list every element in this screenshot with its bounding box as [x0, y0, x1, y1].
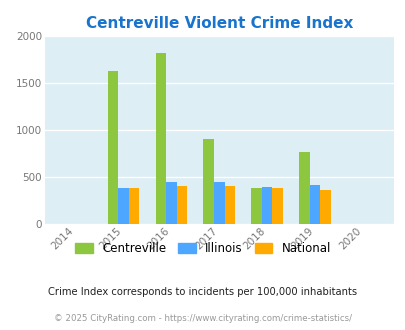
Bar [272, 188, 282, 224]
Legend: Centreville, Illinois, National: Centreville, Illinois, National [70, 237, 335, 260]
Bar [298, 151, 309, 224]
Bar [251, 188, 261, 224]
Bar [155, 53, 166, 224]
Title: Centreville Violent Crime Index: Centreville Violent Crime Index [85, 16, 352, 31]
Text: Crime Index corresponds to incidents per 100,000 inhabitants: Crime Index corresponds to incidents per… [48, 287, 357, 297]
Bar [203, 139, 213, 224]
Bar [224, 186, 234, 224]
Bar [166, 182, 176, 224]
Bar [108, 71, 118, 224]
Bar [309, 185, 320, 224]
Text: © 2025 CityRating.com - https://www.cityrating.com/crime-statistics/: © 2025 CityRating.com - https://www.city… [54, 314, 351, 323]
Bar [128, 188, 139, 224]
Bar [213, 182, 224, 224]
Bar [261, 187, 272, 224]
Bar [320, 190, 330, 224]
Bar [176, 186, 187, 224]
Bar [118, 188, 128, 224]
